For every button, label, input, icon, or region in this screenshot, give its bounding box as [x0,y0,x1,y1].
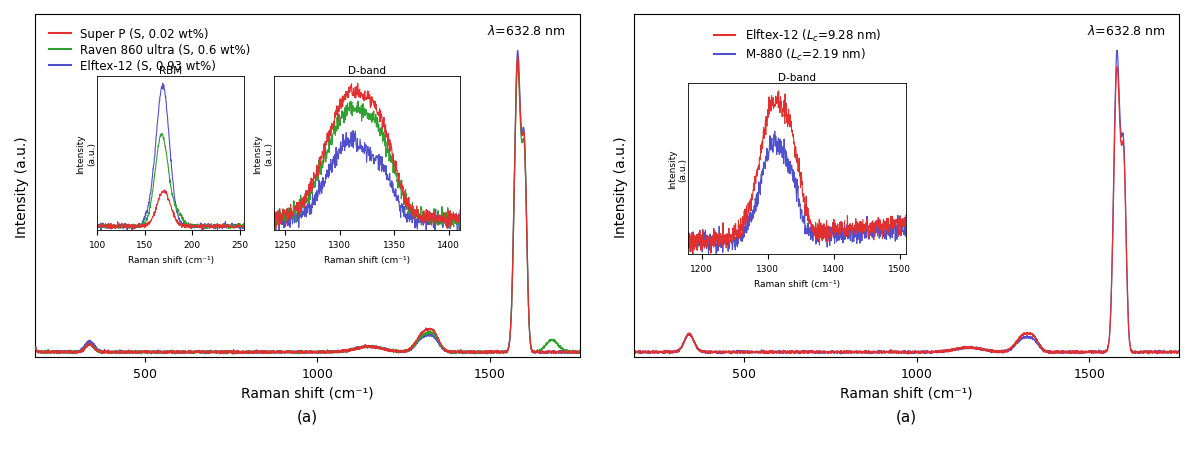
Text: $\it{λ}$=632.8 nm: $\it{λ}$=632.8 nm [1087,23,1165,38]
Text: (a): (a) [296,409,318,424]
Text: (a): (a) [896,409,917,424]
Y-axis label: Intensity (a.u.): Intensity (a.u.) [16,135,29,237]
Text: $\it{λ}$=632.8 nm: $\it{λ}$=632.8 nm [487,23,566,38]
X-axis label: Raman shift (cm⁻¹): Raman shift (cm⁻¹) [841,386,973,400]
X-axis label: Raman shift (cm⁻¹): Raman shift (cm⁻¹) [241,386,374,400]
Legend: Super P (S, 0.02 wt%), Raven 860 ultra (S, 0.6 wt%), Elftex-12 (S, 0.93 wt%): Super P (S, 0.02 wt%), Raven 860 ultra (… [45,24,254,76]
Y-axis label: Intensity (a.u.): Intensity (a.u.) [615,135,628,237]
Legend: Elftex-12 ($L_c$=9.28 nm), M-880 ($L_c$=2.19 nm): Elftex-12 ($L_c$=9.28 nm), M-880 ($L_c$=… [710,24,885,67]
